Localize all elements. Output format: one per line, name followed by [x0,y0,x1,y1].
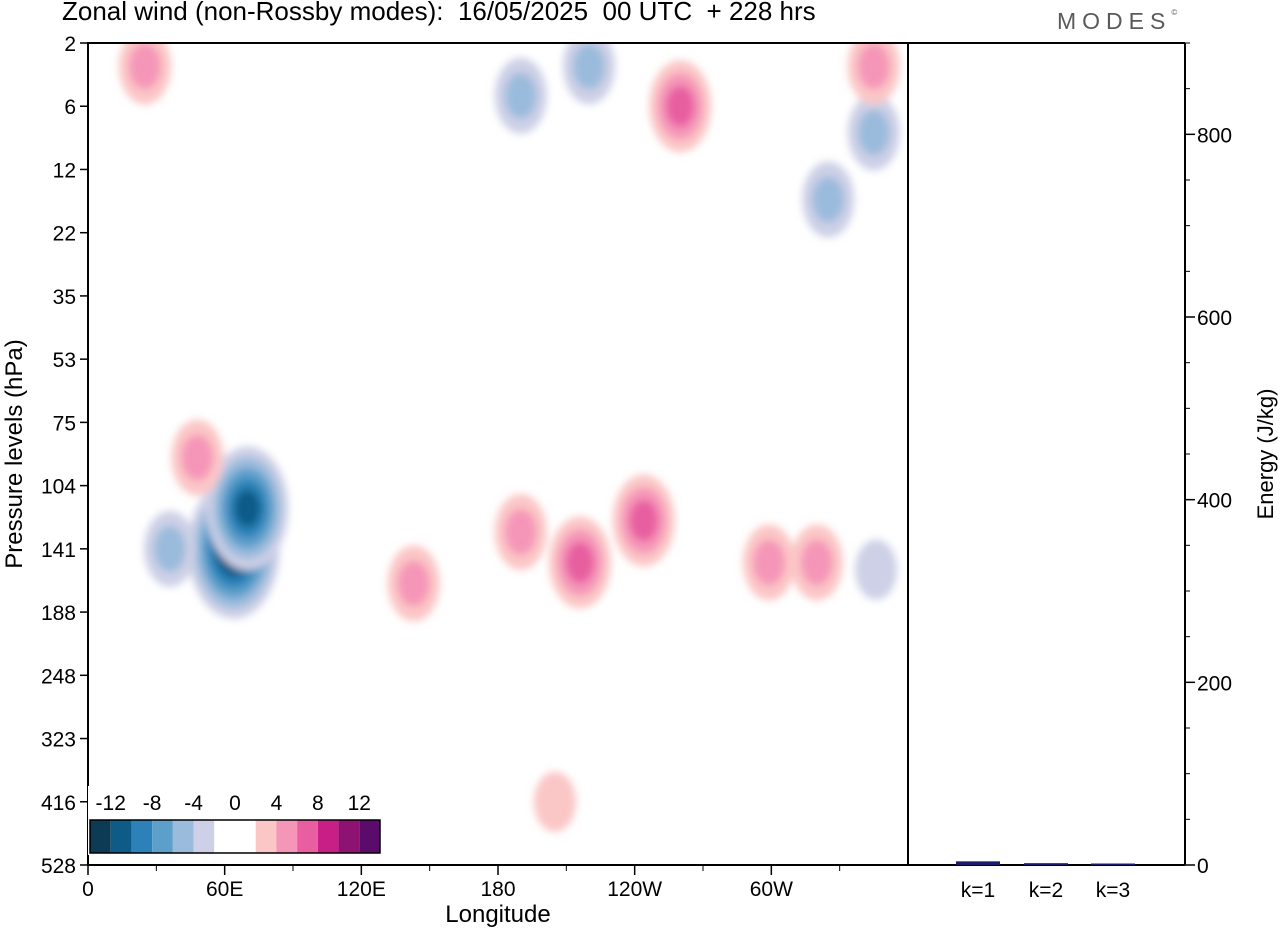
y-tick-label: 323 [41,729,76,752]
x-tick-label: 60E [206,878,243,901]
y-tick-label: 248 [41,665,76,688]
x-tick-label: 0 [82,878,94,901]
axes: 0 60E 120E 180 120W 60W 2 6 12 22 35 53 75 104 141 188 2… [41,33,1232,901]
energy-category-label: k=3 [1096,879,1130,902]
colorbar-swatch [338,820,360,853]
energy-tick-label: 600 [1197,307,1232,330]
wind-feature-2-level-2 [154,525,186,572]
energy-tick-label: 200 [1197,672,1232,695]
colorbar-swatch [193,820,215,853]
colorbar-tick-label: -4 [184,792,203,815]
wind-feature-10-level-1 [855,539,898,600]
wind-feature-3-level-3 [629,499,659,542]
y-tick-label: 416 [41,792,76,815]
energy-bar-k=1 [956,861,1000,865]
y-tick-label: 188 [41,602,76,625]
colorbar-swatch [214,820,235,853]
logo-text: MODES [1057,8,1172,34]
y-tick-label: 104 [41,476,76,499]
energy-bars: k=1 k=2 k=3 [956,861,1135,902]
x-tick-label: 180 [480,878,515,901]
wind-feature-12-level-2 [573,43,606,90]
wind-feature-11-level-3 [665,85,695,127]
colorbar-swatch [359,820,380,853]
colorbar-swatch [255,820,277,853]
colorbar-frame [89,819,381,854]
y-tick-label: 53 [53,349,76,372]
wind-feature-8-level-2 [800,539,833,586]
x-tick-label: 120W [607,878,662,901]
colorbar-swatch [317,820,339,853]
colorbar-swatch [235,820,256,853]
colorbar-tick-label: -12 [96,792,126,815]
colorbar-swatch [131,820,153,853]
y-tick-label: 528 [41,855,76,878]
y-tick-label: 141 [41,539,76,562]
x-tick-label: 120E [337,878,386,901]
colorbar-tick-label: 0 [229,792,241,815]
colorbar: -12 -8 -4 0 4 8 12 [88,786,382,855]
wind-field [118,43,900,832]
energy-tick-label: 400 [1197,490,1232,513]
y-axis-label: Pressure levels (hPa) [1,339,28,568]
y-tick-label: 6 [64,96,76,119]
y-tick-label: 12 [53,159,76,182]
y-tick-label: 75 [53,412,76,435]
colorbar-tick-label: -8 [143,792,162,815]
colorbar-swatch [90,820,111,853]
chart-title: Zonal wind (non-Rossby modes): 16/05/202… [62,0,816,26]
energy-tick-label: 800 [1197,124,1232,147]
colorbar-swatch [276,820,298,853]
wind-feature-18-level-1 [533,771,576,832]
modes-logo: MODES© [1057,8,1177,35]
energy-axis-label: Energy (J/kg) [1253,389,1278,520]
energy-bar-k=2 [1024,863,1068,865]
y-tick-label: 22 [53,223,76,246]
wind-feature-16-level-2 [128,43,161,90]
wind-feature-13-level-2 [504,72,537,119]
colorbar-tick-label: 8 [312,792,324,815]
colorbar-swatch [152,820,173,853]
y-tick-label: 2 [64,33,76,56]
y-tick-label: 35 [53,286,76,309]
x-axis-label: Longitude [445,901,550,928]
energy-category-label: k=2 [1029,879,1063,902]
energy-tick-label: 0 [1197,855,1209,878]
wind-feature-14-level-2 [812,176,845,223]
colorbar-swatch [172,820,194,853]
wind-feature-4-level-3 [565,541,595,584]
colorbar-tick-label: 4 [271,792,283,815]
wind-feature-5-level-2 [504,508,537,555]
wind-feature-15-level-2 [857,109,890,156]
energy-category-label: k=1 [961,879,995,902]
colorbar-tick-label: 12 [348,792,371,815]
wind-feature-7-level-2 [753,539,786,586]
colorbar-swatch [110,820,132,853]
wind-feature-9-level-2 [181,434,214,481]
wind-feature-6-level-2 [397,560,430,607]
colorbar-swatch [297,820,318,853]
energy-bar-k=3 [1091,863,1135,865]
logo-mark: © [1171,8,1178,17]
x-tick-label: 60W [750,878,793,901]
wind-feature-1-level-5 [234,489,261,528]
wind-feature-17-level-2 [857,43,890,90]
